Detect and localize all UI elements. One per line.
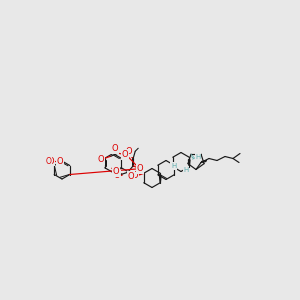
Text: O: O: [122, 150, 128, 159]
Text: O: O: [137, 164, 143, 173]
Text: O: O: [128, 172, 134, 181]
Text: O: O: [57, 157, 63, 166]
Text: O: O: [131, 171, 138, 180]
Polygon shape: [160, 176, 161, 183]
Text: O: O: [113, 171, 120, 180]
Text: H: H: [183, 167, 189, 173]
Polygon shape: [136, 173, 144, 176]
Text: O: O: [98, 155, 104, 164]
Polygon shape: [188, 160, 190, 167]
Text: O: O: [112, 144, 118, 153]
Text: O: O: [48, 157, 54, 166]
Text: H: H: [195, 154, 201, 160]
Text: H: H: [171, 163, 176, 169]
Text: O: O: [126, 147, 133, 156]
Text: O: O: [46, 157, 52, 166]
Text: O: O: [112, 167, 119, 176]
